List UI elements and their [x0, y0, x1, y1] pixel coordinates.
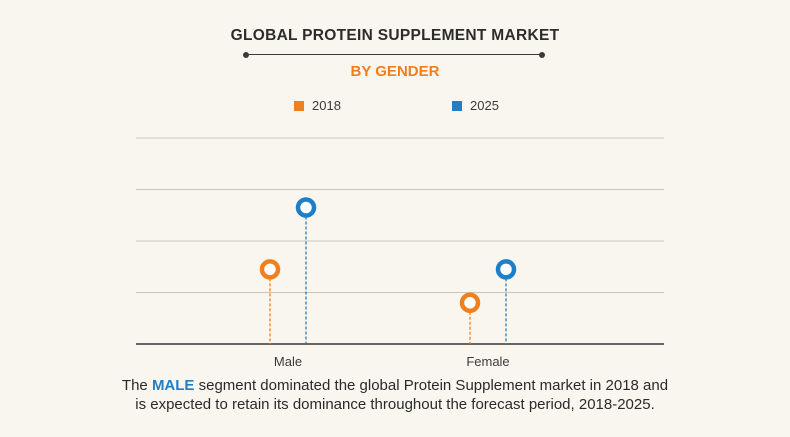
marker-2018-male: [259, 259, 281, 280]
caption-highlight: MALE: [151, 377, 195, 394]
caption-line2: is expected to retain its dominance thro…: [135, 396, 655, 413]
legend-label-2018: 2018: [312, 98, 341, 113]
marker-2018-female: [459, 292, 481, 314]
divider-left-dot: [243, 51, 249, 58]
chart-subtitle: BY GENDER: [350, 63, 440, 80]
legend-label-2025: 2025: [470, 98, 499, 113]
legend-item-2025: 2025: [452, 98, 499, 113]
legend-swatch-2018: [294, 100, 304, 111]
legend-item-2018: 2018: [294, 98, 341, 113]
marker-2025-female: [495, 259, 517, 280]
x-tick-label-male: Male: [274, 354, 302, 369]
legend-swatch-2025: [452, 100, 462, 111]
chart-caption: The MALE segment dominated the global Pr…: [0, 376, 790, 414]
caption-prefix: The: [121, 377, 152, 394]
x-tick-label-female: Female: [466, 354, 509, 369]
caption-line1-rest: segment dominated the global Protein Sup…: [194, 377, 669, 394]
marker-2025-male: [295, 197, 317, 218]
chart-title: GLOBAL PROTEIN SUPPLEMENT MARKET: [230, 27, 560, 44]
title-divider: [243, 51, 545, 58]
divider-right-dot: [539, 51, 545, 58]
